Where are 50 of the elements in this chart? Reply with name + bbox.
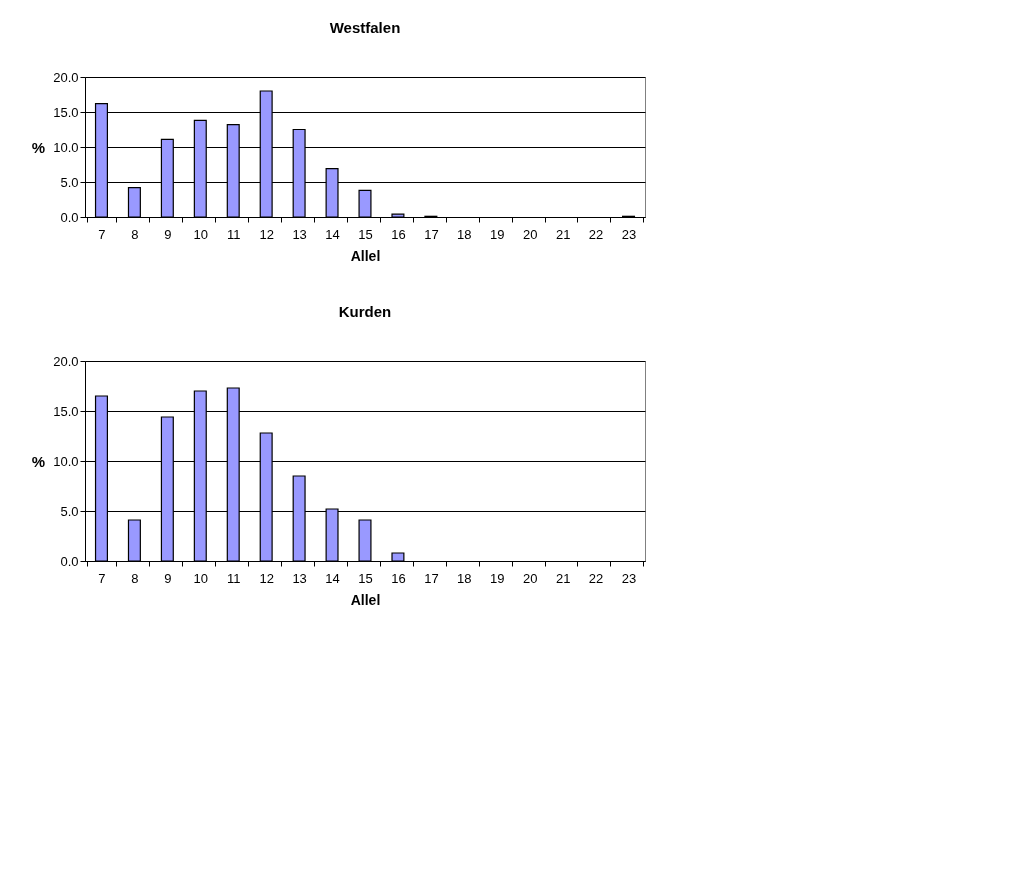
x-tick-label: 17	[424, 570, 439, 586]
y-tick-label: 0.0	[60, 553, 79, 569]
y-tick-label: 5.0	[60, 503, 79, 519]
x-tick-label: 11	[226, 570, 241, 586]
x-tick-label: 21	[555, 570, 571, 586]
x-tick-label: 16	[391, 570, 406, 586]
x-tick-label: 7	[98, 570, 106, 586]
x-axis-title: Allel	[350, 247, 381, 264]
y-axis-title: %	[31, 138, 46, 156]
x-tick-label: 18	[457, 570, 472, 586]
y-tick-label: 5.0	[60, 174, 79, 190]
x-tick-label: 13	[292, 570, 307, 586]
x-tick-label: 22	[588, 570, 604, 586]
chart-title: Westfalen	[329, 19, 401, 36]
x-tick-label: 15	[358, 226, 373, 242]
x-tick-label: 23	[621, 226, 637, 242]
x-tick-label: 14	[325, 226, 340, 242]
x-tick-label: 21	[555, 226, 571, 242]
y-tick-label: 15.0	[53, 403, 79, 419]
x-tick-label: 11	[226, 226, 241, 242]
x-tick-label: 10	[193, 570, 209, 586]
x-tick-label: 12	[259, 570, 274, 586]
x-tick-label: 16	[391, 226, 406, 242]
x-tick-label: 15	[358, 570, 373, 586]
y-tick-label: 20.0	[53, 353, 79, 369]
x-tick-label: 14	[325, 570, 340, 586]
y-tick-label: 20.0	[53, 69, 79, 85]
x-tick-label: 7	[98, 226, 106, 242]
y-tick-label: 10.0	[53, 139, 79, 155]
x-tick-label: 18	[457, 226, 472, 242]
y-axis-title: %	[31, 452, 46, 470]
y-tick-label: 15.0	[53, 104, 79, 120]
x-tick-label: 8	[131, 570, 139, 586]
x-axis-title: Allel	[350, 591, 381, 608]
x-tick-label: 9	[164, 570, 172, 586]
x-tick-label: 9	[164, 226, 172, 242]
x-tick-label: 10	[193, 226, 209, 242]
y-tick-label: 10.0	[53, 453, 79, 469]
y-tick-label: 0.0	[60, 209, 79, 225]
x-tick-label: 20	[522, 570, 538, 586]
x-tick-label: 23	[621, 570, 637, 586]
x-tick-label: 17	[424, 226, 439, 242]
x-tick-label: 19	[490, 226, 505, 242]
x-tick-label: 13	[292, 226, 307, 242]
chart-title: Kurden	[338, 303, 392, 320]
x-tick-label: 20	[522, 226, 538, 242]
x-tick-label: 8	[131, 226, 139, 242]
x-tick-label: 19	[490, 570, 505, 586]
x-tick-label: 12	[259, 226, 274, 242]
x-tick-label: 22	[588, 226, 604, 242]
